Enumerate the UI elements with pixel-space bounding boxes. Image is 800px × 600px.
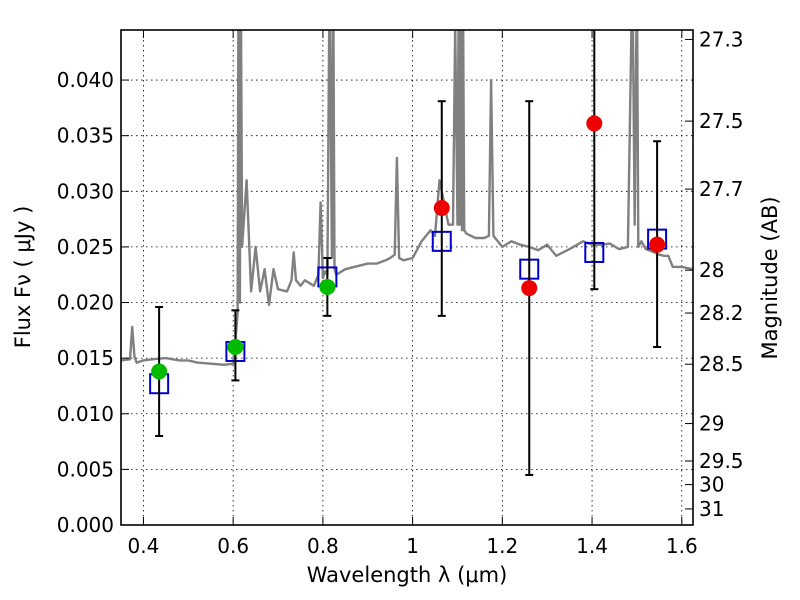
spectrum-line <box>121 30 693 366</box>
right-tick-label: 29 <box>699 412 724 436</box>
right-axis-label: Magnitude (AB) <box>758 196 782 359</box>
y-tick-label: 0.015 <box>57 346 114 370</box>
y-tick-label: 0.020 <box>57 291 114 315</box>
x-tick-label: 1.4 <box>576 534 608 558</box>
y-axis-label: Flux Fν ( μJy ) <box>11 206 35 349</box>
right-tick-label: 30 <box>699 473 724 497</box>
spectrum-layer <box>121 30 693 366</box>
x-tick-label: 0.8 <box>307 534 339 558</box>
detection-point <box>319 278 336 295</box>
x-tick-label: 1.6 <box>666 534 698 558</box>
y-tick-label: 0.010 <box>57 402 114 426</box>
plot-frame <box>120 29 694 526</box>
right-tick-label: 29.5 <box>699 449 744 473</box>
y-tick-label: 0.025 <box>57 235 114 259</box>
right-tick-label: 28.5 <box>699 352 744 376</box>
x-tick-label: 1 <box>406 534 419 558</box>
grid <box>121 30 693 525</box>
low-significance-point <box>433 199 450 216</box>
y-tick-label: 0.040 <box>57 68 114 92</box>
right-tick-label: 28 <box>699 258 724 282</box>
right-tick-label: 27.3 <box>699 27 744 51</box>
detection-point <box>227 339 244 356</box>
right-tick-label: 27.7 <box>699 177 744 201</box>
right-tick-label: 31 <box>699 497 724 521</box>
right-tick-label: 27.5 <box>699 109 744 133</box>
ticks <box>121 30 693 526</box>
x-tick-label: 1.2 <box>486 534 518 558</box>
y-tick-label: 0.035 <box>57 124 114 148</box>
right-tick-label: 28.2 <box>699 301 744 325</box>
x-axis-label: Wavelength λ (μm) <box>307 563 508 587</box>
tick-labels: 0.4 0.6 0.8 1 1.2 1.4 1.6 0.000 0.005 0.010 0.015 0… <box>57 27 744 558</box>
low-significance-point <box>586 115 603 132</box>
low-significance-point <box>521 280 538 297</box>
y-tick-label: 0.030 <box>57 179 114 203</box>
plot-background <box>121 30 693 525</box>
low-significance-point <box>649 236 666 253</box>
marker-layer <box>149 30 668 476</box>
y-tick-label: 0.005 <box>57 457 114 481</box>
x-tick-label: 0.6 <box>217 534 249 558</box>
x-tick-label: 0.4 <box>128 534 160 558</box>
detection-point <box>151 363 168 380</box>
y-tick-label: 0.000 <box>57 513 114 537</box>
